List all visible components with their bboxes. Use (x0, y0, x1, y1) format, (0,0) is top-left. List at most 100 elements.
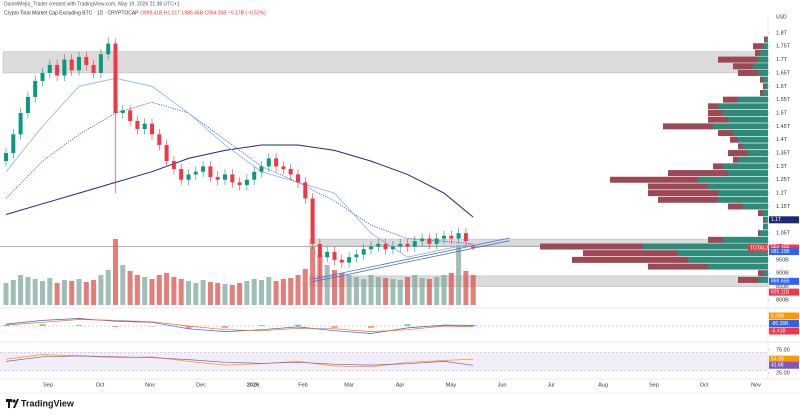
volume-bar (193, 283, 199, 305)
profile-down (718, 56, 758, 63)
profile-up (723, 110, 768, 117)
moving-average (5, 101, 474, 245)
profile-down (723, 96, 738, 103)
profile-up (738, 136, 768, 143)
candle-body (442, 235, 446, 239)
brand: TradingView (21, 398, 75, 408)
candle-body (310, 198, 315, 244)
x-tick-label: Nov (751, 382, 761, 388)
volume-bar (368, 275, 374, 305)
profile-up (738, 156, 768, 163)
candle-body (237, 182, 242, 186)
profile-down (758, 210, 762, 217)
candle-body (274, 158, 279, 167)
candle-body (332, 251, 337, 260)
x-tick-label: Apr (396, 382, 405, 388)
x-tick-label: Oct (96, 382, 105, 388)
candle-body (296, 174, 300, 183)
y-tick-label: 1.25T (776, 177, 791, 183)
y-tick-label: 1.45T (776, 124, 791, 130)
y-tick-label: 1.7T (776, 57, 788, 63)
volume-bar (156, 275, 162, 305)
macd-line (5, 318, 474, 334)
macd-tag: -80.26B (771, 321, 789, 327)
series-tag: TOTAL2 (750, 245, 769, 251)
profile-up (758, 276, 768, 283)
profile-up (738, 96, 768, 103)
x-tick-label: Feb (298, 382, 307, 388)
macd-histogram (76, 325, 82, 326)
profile-up (713, 123, 768, 130)
candle-body (288, 169, 293, 175)
candle-body (135, 121, 140, 130)
profile-up (765, 83, 768, 90)
candle-body (201, 166, 206, 172)
volume-bar (339, 273, 345, 305)
volume-bar (83, 282, 89, 305)
price-tag-box (769, 277, 799, 285)
signal-line (5, 319, 474, 332)
y-tick-label: 1.05T (776, 231, 791, 237)
volume-bar (463, 271, 469, 305)
candle-body (456, 233, 461, 239)
volume-bar (288, 278, 294, 305)
volume-bar (3, 283, 9, 305)
volume-bar (273, 281, 279, 305)
brand-logo (6, 399, 19, 408)
profile-down (764, 36, 766, 43)
candle-body (390, 246, 395, 250)
candle-body (106, 43, 111, 55)
candle-body (412, 241, 417, 247)
currency: USD (776, 14, 787, 20)
macd-histogram (258, 325, 265, 326)
volume-bar (61, 280, 67, 305)
candle-body (361, 249, 366, 255)
rsi-tag-box (769, 355, 799, 363)
profile-down (758, 230, 760, 237)
volume-bar (200, 280, 206, 305)
y-tick-label: 950B (776, 257, 789, 263)
volume-bar (251, 279, 257, 305)
profile-down (738, 143, 743, 150)
volume-bar (324, 265, 330, 305)
candle-body (55, 64, 60, 76)
profile-up (708, 183, 768, 190)
candle-body (179, 169, 184, 180)
candle-body (40, 72, 45, 81)
volume-bar (105, 270, 111, 305)
candle-body (471, 246, 476, 249)
macd-histogram (39, 324, 46, 326)
candle-body (25, 96, 30, 114)
volume-bar (69, 281, 75, 305)
volume-bar (412, 275, 418, 305)
volume-bar (32, 279, 38, 305)
profile-down (758, 270, 764, 277)
x-tick-label: Jun (498, 382, 507, 388)
symbol: Crypto Total Market Cap Excluding BTC · … (4, 10, 139, 16)
x-tick-label: May (446, 382, 457, 388)
candle-body (164, 145, 169, 162)
macd-tag: 6.39B (771, 313, 785, 319)
volume-bar (405, 277, 410, 305)
series-tag-box (748, 244, 768, 252)
profile-up (723, 236, 768, 243)
x-tick-label: Sep (649, 382, 659, 388)
profile-up (760, 230, 768, 237)
candle-body (215, 177, 220, 180)
candle-body (223, 174, 227, 180)
volume-bar (383, 278, 389, 305)
volume-bar (113, 239, 118, 305)
macd-tag-box (769, 320, 799, 327)
candle-body (252, 171, 257, 180)
volume-bar (76, 279, 82, 305)
profile-down (763, 216, 765, 223)
price-tag: 981.15B (771, 249, 790, 255)
candle-body (186, 174, 191, 180)
profile-up (743, 203, 768, 210)
profile-down (540, 243, 643, 250)
profile-up (762, 210, 768, 217)
profile-up (763, 76, 768, 83)
profile-down (738, 69, 758, 76)
candle-body (171, 161, 176, 170)
